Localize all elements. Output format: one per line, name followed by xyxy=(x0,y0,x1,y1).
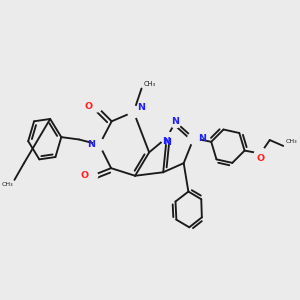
Circle shape xyxy=(86,170,98,182)
Circle shape xyxy=(91,100,102,112)
Text: N: N xyxy=(163,139,171,148)
Text: O: O xyxy=(256,154,265,163)
Circle shape xyxy=(161,132,172,144)
Circle shape xyxy=(161,132,172,144)
Text: O: O xyxy=(85,102,93,111)
Circle shape xyxy=(128,106,140,118)
Text: CH₃: CH₃ xyxy=(286,140,297,144)
Text: N: N xyxy=(198,134,206,143)
Text: N: N xyxy=(87,140,95,149)
Text: N: N xyxy=(171,117,179,126)
Text: N: N xyxy=(137,103,145,112)
Text: O: O xyxy=(80,171,88,180)
Text: CH₃: CH₃ xyxy=(2,182,13,187)
Circle shape xyxy=(255,148,266,159)
Circle shape xyxy=(169,116,181,128)
Circle shape xyxy=(188,132,200,144)
Text: N: N xyxy=(162,137,170,146)
Circle shape xyxy=(94,139,105,151)
Text: CH₃: CH₃ xyxy=(143,81,155,87)
